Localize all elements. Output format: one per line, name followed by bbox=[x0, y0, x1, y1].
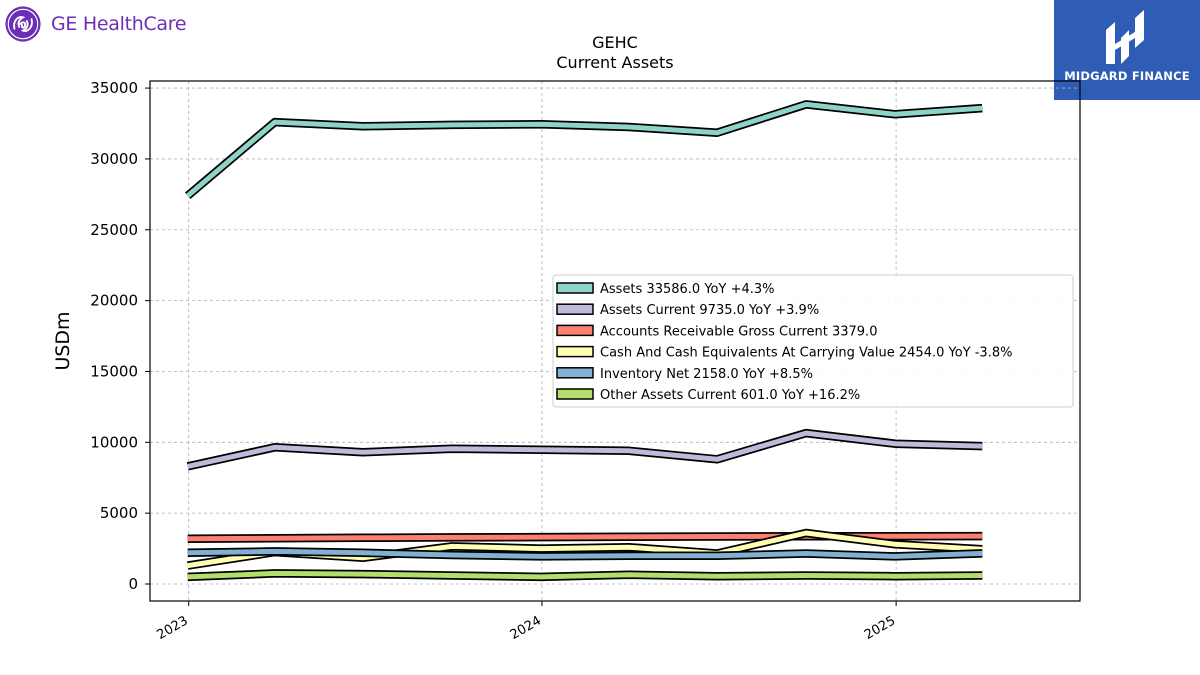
legend-swatch bbox=[556, 303, 594, 315]
legend-label: Other Assets Current 601.0 YoY +16.2% bbox=[600, 388, 860, 403]
series-assets bbox=[184, 100, 983, 200]
series-line bbox=[187, 570, 983, 580]
legend-frame bbox=[552, 274, 1074, 408]
legend-swatch bbox=[556, 388, 594, 400]
legend-label: Assets 33586.0 YoY +4.3% bbox=[600, 282, 775, 297]
legend-swatch bbox=[556, 324, 594, 337]
legend-swatch bbox=[556, 345, 594, 358]
plot-frame bbox=[149, 80, 1081, 602]
series-lines bbox=[184, 100, 983, 582]
ge-healthcare-wordmark: GE HealthCare bbox=[51, 13, 187, 35]
series-line bbox=[186, 101, 983, 198]
legend-label: Inventory Net 2158.0 YoY +8.5% bbox=[600, 367, 813, 382]
chart-title: GEHC bbox=[592, 33, 638, 52]
y-tick-label: 20000 bbox=[90, 292, 138, 310]
y-tick-label: 5000 bbox=[100, 504, 138, 522]
y-tick-label: 10000 bbox=[90, 433, 138, 451]
series-other-assets-current bbox=[187, 569, 983, 582]
x-tick-label: 2024 bbox=[508, 613, 544, 643]
y-tick-label: 15000 bbox=[90, 362, 138, 380]
legend-swatch bbox=[556, 367, 594, 379]
legend-label: Assets Current 9735.0 YoY +3.9% bbox=[600, 303, 819, 318]
midgard-finance-logo: MIDGARD FINANCE bbox=[1054, 0, 1200, 100]
series-line bbox=[187, 548, 983, 559]
ge-healthcare-logo: GE HealthCare bbox=[4, 4, 187, 44]
legend-label: Cash And Cash Equivalents At Carrying Va… bbox=[600, 346, 1012, 361]
y-tick-label: 30000 bbox=[90, 150, 138, 168]
midgard-finance-wordmark: MIDGARD FINANCE bbox=[1064, 69, 1190, 83]
y-axis-ticks: 0 5000 10000 15000 20000 25000 30000 35000 bbox=[90, 79, 150, 593]
series-assets-current bbox=[186, 428, 983, 471]
y-tick-label: 0 bbox=[128, 575, 138, 593]
ge-monogram-icon bbox=[5, 6, 41, 42]
y-tick-label: 35000 bbox=[90, 79, 138, 97]
series-line-outline bbox=[184, 100, 983, 200]
midgard-mark-icon bbox=[1106, 10, 1144, 64]
legend-label: Accounts Receivable Gross Current 3379.0 bbox=[600, 324, 877, 339]
legend-swatch bbox=[556, 282, 594, 294]
x-axis-ticks: 2023 2024 2025 bbox=[155, 601, 898, 643]
chart-subtitle: Current Assets bbox=[556, 53, 673, 72]
y-tick-label: 25000 bbox=[90, 221, 138, 239]
legend: Assets 33586.0 YoY +4.3% Assets Current 9… bbox=[552, 274, 1074, 408]
series-line bbox=[187, 430, 983, 469]
x-tick-label: 2023 bbox=[155, 613, 191, 643]
x-tick-label: 2025 bbox=[862, 613, 898, 643]
series-inventory-net bbox=[187, 547, 983, 561]
y-axis-label: USDm bbox=[52, 311, 74, 370]
